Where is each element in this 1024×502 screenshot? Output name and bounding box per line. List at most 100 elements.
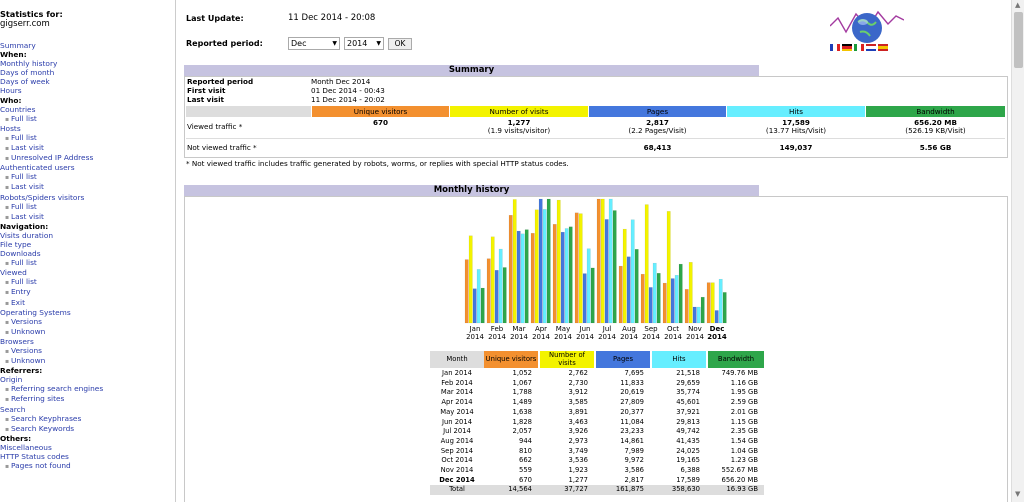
chart-bar — [508, 215, 513, 324]
sidebar-item[interactable]: Days of week — [0, 77, 50, 87]
monthly-cell: 559 — [519, 466, 532, 474]
monthly-cell: 49,742 — [676, 427, 700, 436]
summary-period-value: Month Dec 2014 — [311, 77, 371, 86]
sidebar-item[interactable]: Origin — [0, 375, 23, 385]
sidebar-item[interactable]: Last visit — [0, 182, 175, 192]
chart-bar — [480, 287, 485, 324]
chart-bar — [542, 209, 547, 324]
monthly-header-bandwidth: Bandwidth — [708, 351, 764, 368]
month-select-value: Dec — [291, 39, 307, 48]
sidebar-item[interactable]: Days of month — [0, 68, 55, 78]
sidebar-item[interactable]: Unknown — [0, 327, 175, 337]
scroll-up-icon[interactable]: ▲ — [1015, 1, 1021, 9]
sidebar-item[interactable]: Referring sites — [0, 394, 175, 404]
sidebar-item[interactable]: Pages not found — [0, 461, 175, 471]
monthly-cell: May 2014 — [440, 407, 474, 416]
viewed-visits: 1,277 — [507, 118, 531, 127]
month-select[interactable]: Dec ▼ — [288, 37, 340, 50]
summary-header-blank — [186, 106, 311, 117]
sidebar-item[interactable]: Viewed — [0, 268, 27, 278]
monthly-cell: 3,463 — [568, 417, 588, 426]
viewed-unique: 670 — [372, 118, 388, 127]
sidebar-item[interactable]: Authenticated users — [0, 163, 75, 173]
sidebar-item[interactable]: Visits duration — [0, 230, 54, 240]
monthly-cell: 14,861 — [620, 436, 644, 445]
sidebar-item[interactable]: Full list — [0, 202, 175, 212]
scrollbar-thumb[interactable] — [1014, 12, 1023, 68]
sidebar-item[interactable]: File type — [0, 239, 32, 249]
monthly-cell: 1,638 — [512, 407, 532, 416]
sidebar-item[interactable]: Downloads — [0, 249, 41, 259]
sidebar-item[interactable]: Summary — [0, 41, 36, 50]
monthly-total-row — [430, 485, 764, 496]
sidebar-item[interactable]: HTTP Status codes — [0, 452, 69, 462]
chart-bar — [530, 233, 535, 324]
sidebar-item[interactable]: Hosts — [0, 123, 21, 133]
sidebar-item[interactable]: Full list — [0, 172, 175, 182]
sidebar-item[interactable]: Last visit — [0, 143, 175, 153]
chart-bar — [586, 248, 591, 324]
chart-bar — [618, 265, 623, 324]
chart-bar — [678, 263, 683, 324]
sidebar-item[interactable]: Full list — [0, 133, 175, 143]
sidebar-item[interactable]: Search Keywords — [0, 424, 175, 434]
sidebar-item[interactable]: Countries — [0, 104, 36, 114]
chart-bar — [560, 231, 565, 324]
sidebar-item[interactable]: Operating Systems — [0, 307, 71, 317]
chart-bar — [546, 198, 551, 324]
sidebar-item[interactable]: Full list — [0, 258, 175, 268]
monthly-total-cell: Total — [449, 485, 465, 494]
sidebar-item[interactable]: Hours — [0, 86, 22, 96]
flag-fr-icon[interactable] — [830, 44, 840, 51]
sidebar-item[interactable]: Unresolved IP Address — [0, 153, 175, 163]
monthly-header-month: Month — [430, 351, 484, 368]
vertical-scrollbar[interactable]: ▲ ▼ — [1011, 0, 1024, 502]
sidebar-item[interactable]: Miscellaneous — [0, 442, 52, 452]
monthly-cell: 3,536 — [568, 456, 588, 465]
sidebar-item[interactable]: Versions — [0, 317, 175, 327]
summary-first-visit-value: 01 Dec 2014 - 00:43 — [311, 86, 385, 95]
sidebar-item[interactable]: Search — [0, 404, 26, 414]
sidebar-section-heading: Who: — [0, 95, 22, 105]
flag-es-icon[interactable] — [878, 44, 888, 51]
chart-bar — [634, 249, 639, 324]
chart-tick-month: Feb — [491, 325, 504, 333]
sidebar-item[interactable]: Browsers — [0, 336, 34, 346]
chart-tick-month: Oct — [667, 325, 679, 333]
flag-de-icon[interactable] — [842, 44, 852, 51]
monthly-cell: 749.76 MB — [721, 369, 758, 377]
sidebar-item[interactable]: Exit — [0, 298, 175, 308]
chart-bar — [498, 248, 503, 324]
flag-nl-icon[interactable] — [866, 44, 876, 51]
viewed-hits-sub: (13.77 Hits/Visit) — [765, 126, 827, 135]
sidebar-item[interactable]: Versions — [0, 346, 175, 356]
year-select[interactable]: 2014 ▼ — [344, 37, 384, 50]
sidebar-item[interactable]: Last visit — [0, 212, 175, 222]
sidebar-item[interactable]: Search Keyphrases — [0, 414, 175, 424]
summary-first-visit-label: First visit — [187, 86, 226, 95]
scroll-down-icon[interactable]: ▼ — [1015, 490, 1021, 498]
monthly-cell: 9,972 — [624, 456, 644, 465]
ok-button[interactable]: OK — [388, 38, 412, 50]
monthly-header-pages: Pages — [596, 351, 650, 368]
sidebar-item[interactable]: Robots/Spiders visitors — [0, 192, 85, 202]
sidebar-item[interactable]: Monthly history — [0, 59, 58, 69]
sidebar-item[interactable]: Referring search engines — [0, 384, 175, 394]
monthly-cell: Jun 2014 — [441, 417, 473, 426]
chart-tick-month: Sep — [644, 325, 658, 333]
monthly-cell: 6,388 — [680, 466, 700, 474]
sidebar-item[interactable]: Full list — [0, 114, 175, 124]
sidebar-section-heading: When: — [0, 50, 27, 60]
monthly-cell: 1,277 — [568, 475, 588, 484]
sidebar-item[interactable]: Entry — [0, 287, 175, 297]
monthly-header-hits: Hits — [652, 351, 706, 368]
chart-bar — [490, 236, 495, 324]
flag-it-icon[interactable] — [854, 44, 864, 51]
monthly-total-cell: 16.93 GB — [726, 485, 758, 494]
chart-bar — [700, 296, 705, 324]
notviewed-hits: 149,037 — [779, 143, 813, 152]
sidebar-item[interactable]: Full list — [0, 277, 175, 287]
viewed-pages: 2,817 — [646, 118, 669, 127]
chart-tick-month: Nov — [688, 325, 702, 333]
sidebar-item[interactable]: Unknown — [0, 356, 175, 366]
